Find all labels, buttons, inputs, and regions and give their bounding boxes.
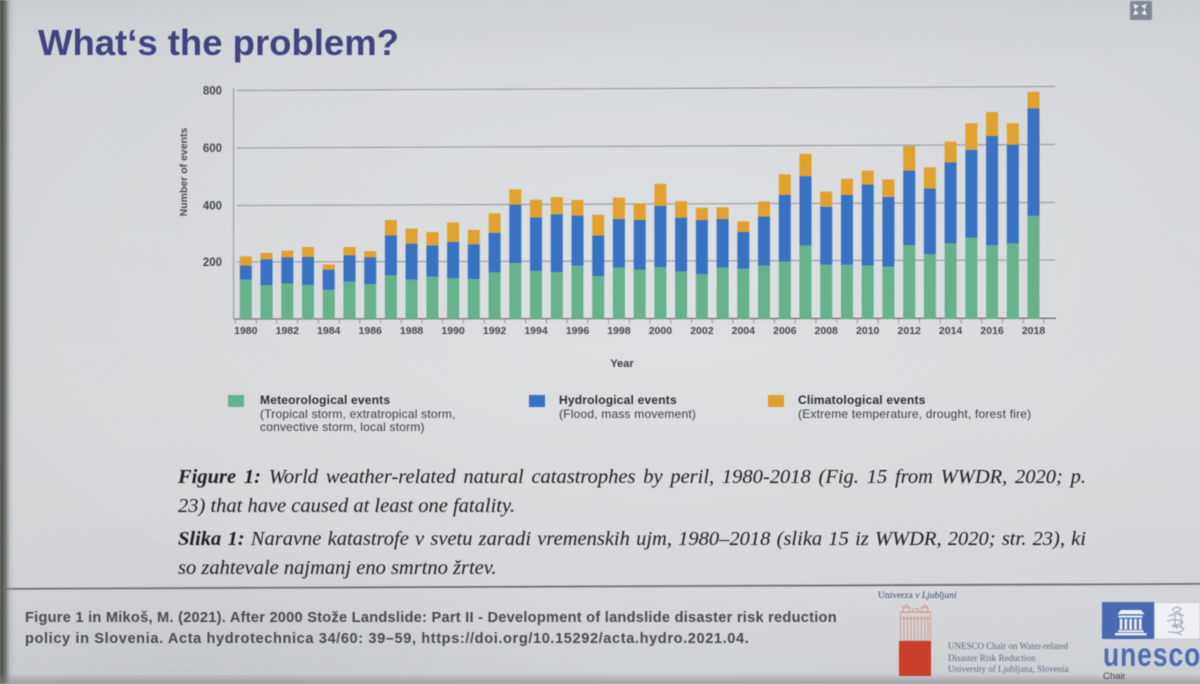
svg-text:1996: 1996 <box>566 325 590 337</box>
svg-text:2018: 2018 <box>1022 325 1046 337</box>
svg-text:1986: 1986 <box>359 325 383 337</box>
svg-text:2008: 2008 <box>815 325 839 337</box>
svg-text:800: 800 <box>203 86 222 98</box>
svg-text:2016: 2016 <box>980 325 1004 337</box>
svg-text:400: 400 <box>203 201 222 213</box>
svg-text:1980: 1980 <box>234 325 258 337</box>
svg-text:1994: 1994 <box>524 325 548 337</box>
svg-text:2010: 2010 <box>856 325 880 337</box>
svg-text:600: 600 <box>203 143 222 155</box>
svg-text:1990: 1990 <box>441 325 465 337</box>
svg-text:2000: 2000 <box>649 325 673 337</box>
svg-text:Year: Year <box>610 358 634 370</box>
svg-text:200: 200 <box>203 257 222 269</box>
svg-text:2014: 2014 <box>939 325 963 337</box>
svg-text:Number of events: Number of events <box>178 127 190 216</box>
svg-text:2012: 2012 <box>898 325 922 337</box>
svg-text:1984: 1984 <box>317 325 341 337</box>
svg-text:1988: 1988 <box>400 325 424 337</box>
svg-text:2002: 2002 <box>690 325 714 337</box>
svg-text:1998: 1998 <box>607 325 631 337</box>
svg-text:1992: 1992 <box>483 325 507 337</box>
svg-text:2004: 2004 <box>732 325 756 337</box>
svg-text:1982: 1982 <box>276 325 300 337</box>
svg-text:2006: 2006 <box>773 325 797 337</box>
